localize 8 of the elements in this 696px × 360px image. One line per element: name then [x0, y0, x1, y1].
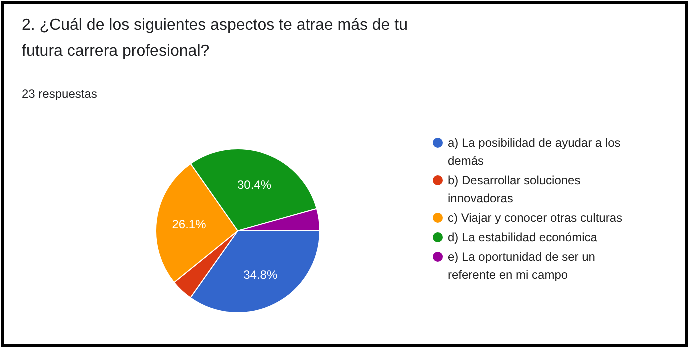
legend-label: c) Viajar y conocer otras culturas	[448, 211, 623, 226]
data-label: 34.8%	[244, 268, 278, 282]
data-label: 26.1%	[172, 217, 207, 232]
data-label: 30.4%	[238, 178, 272, 192]
text: 23 respuestas	[22, 87, 98, 101]
legend-label: e) La oportunidad de ser un referente en mi campo	[448, 250, 596, 282]
legend-label: d) La estabilidad económica	[448, 230, 598, 245]
chart-title: 2. ¿Cuál de los siguientes aspectos te atrae más de tu futura carrera profesional?	[22, 17, 408, 60]
